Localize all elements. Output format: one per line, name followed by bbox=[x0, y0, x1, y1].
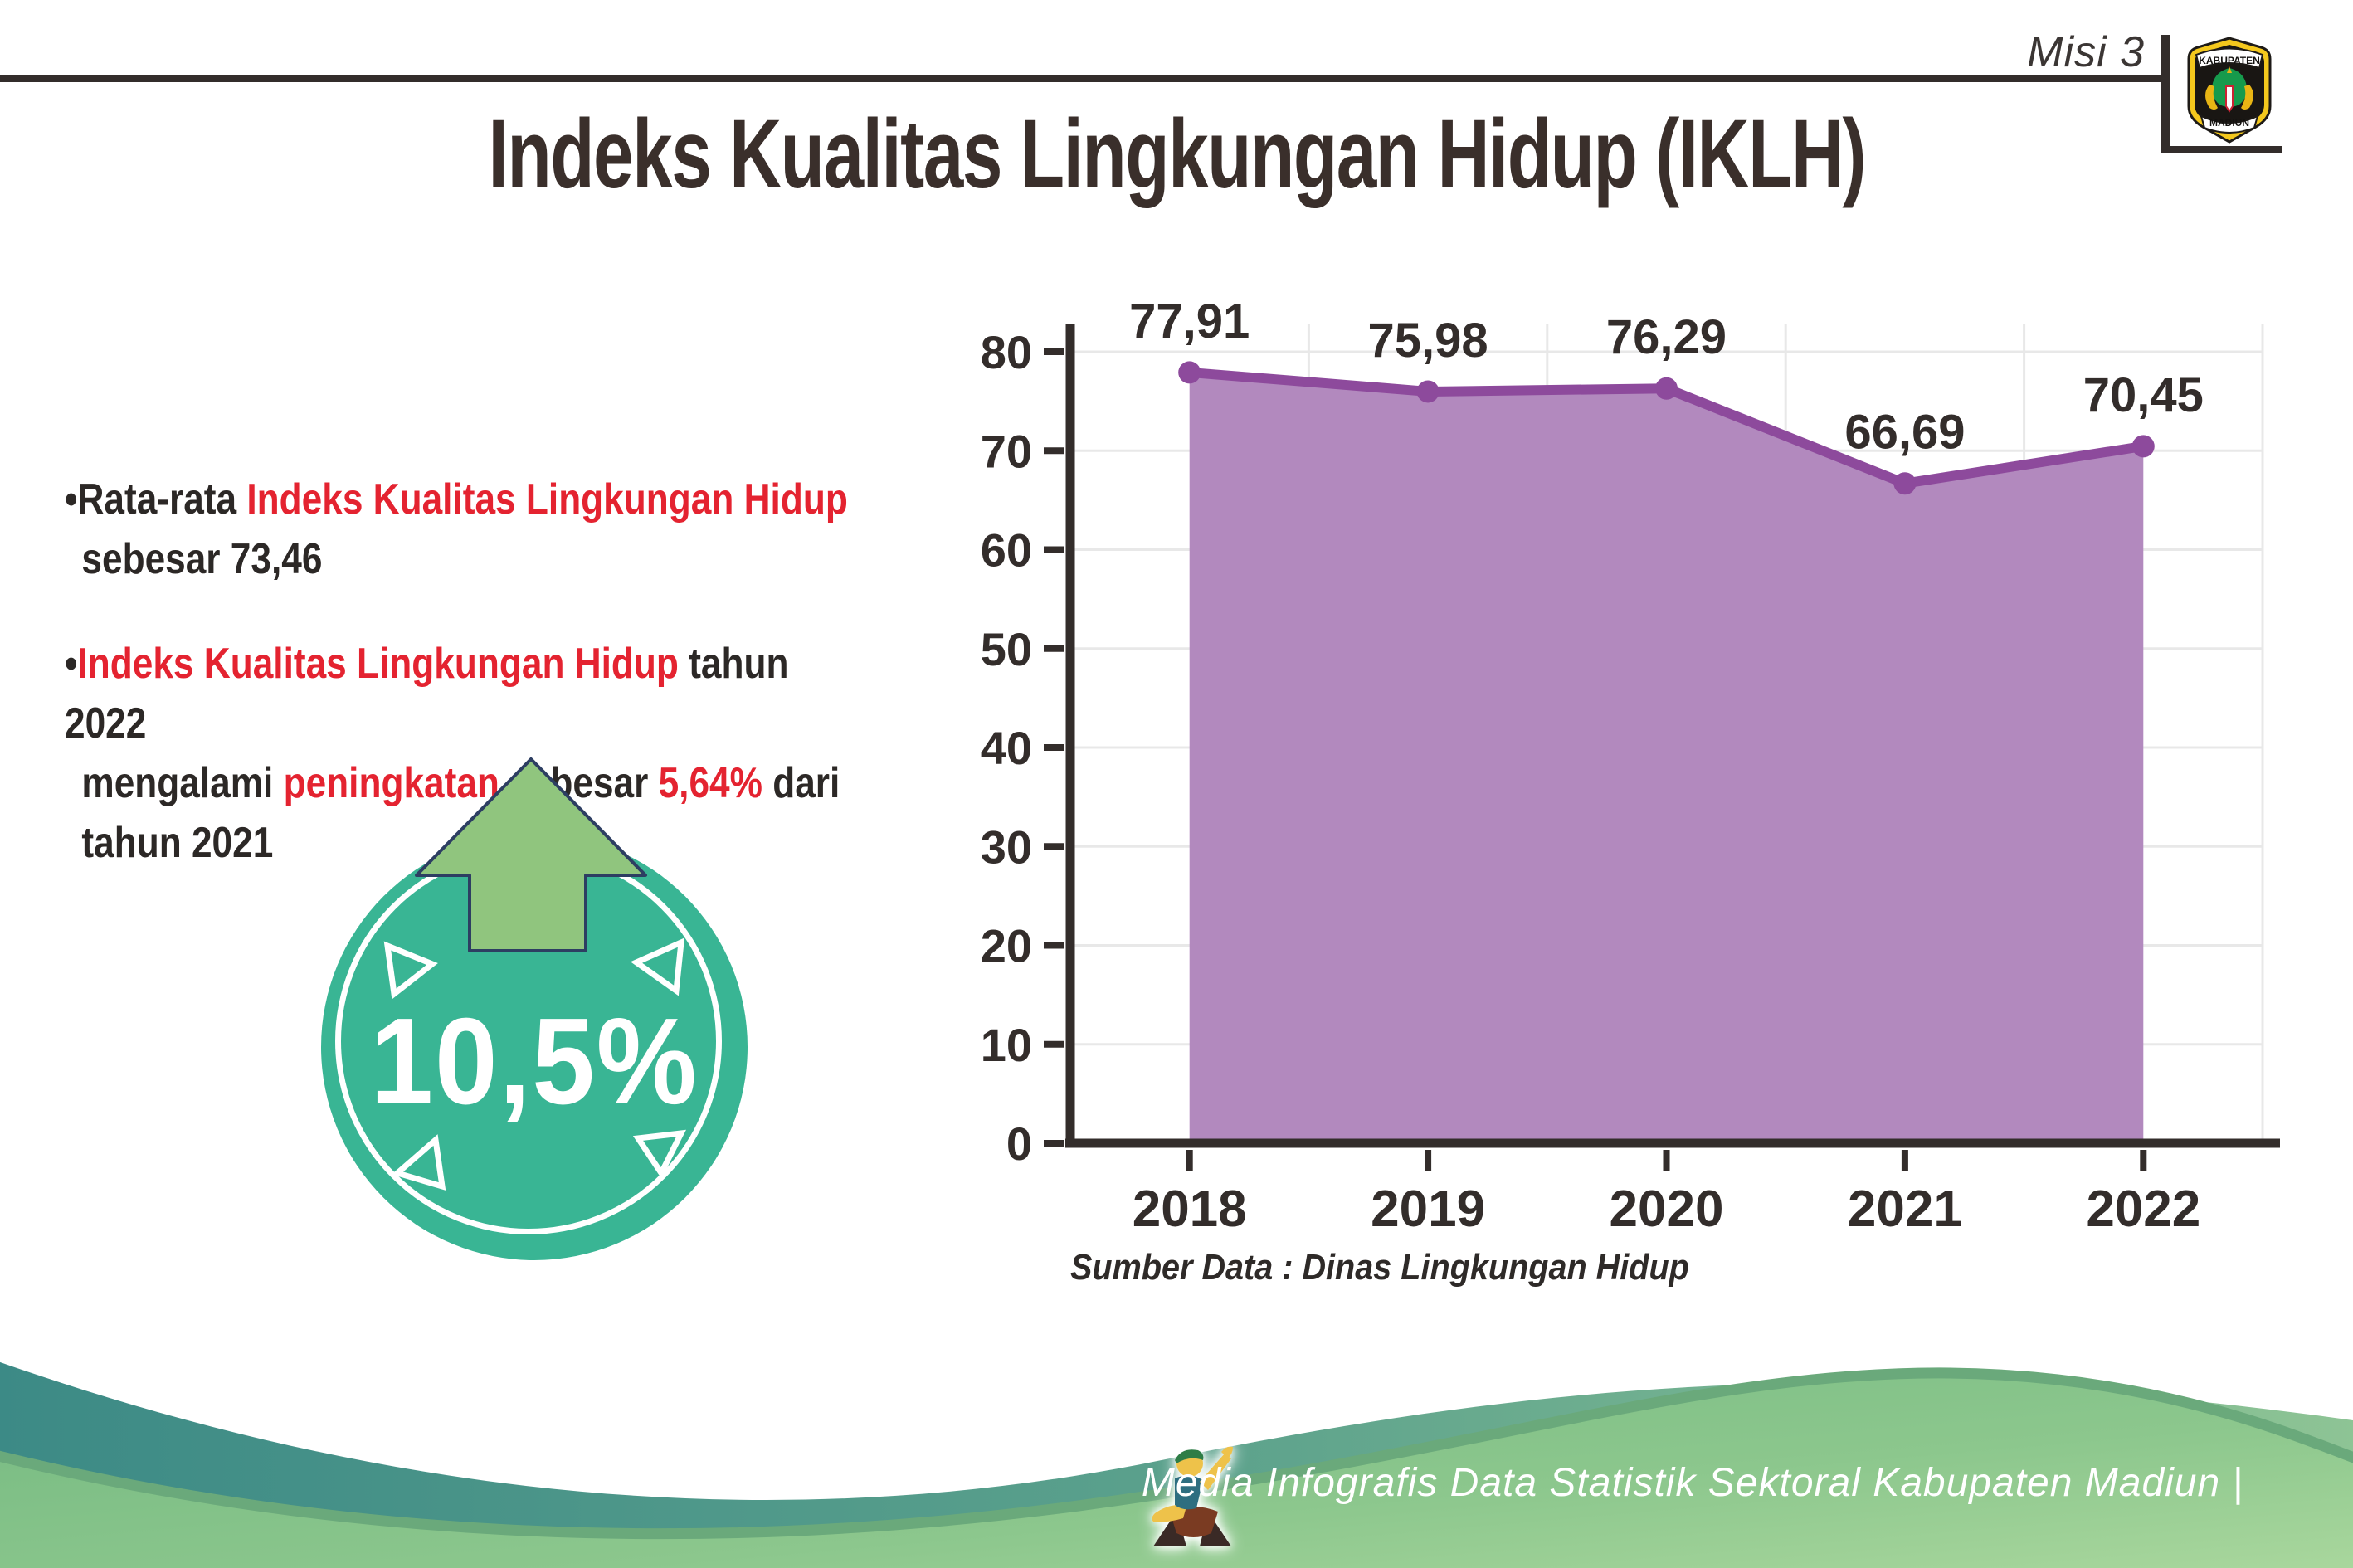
kabupaten-madiun-logo: KABUPATEN MADIUN bbox=[2185, 37, 2274, 144]
svg-text:2018: 2018 bbox=[1133, 1181, 1247, 1238]
svg-text:40: 40 bbox=[981, 722, 1032, 774]
svg-text:70: 70 bbox=[981, 425, 1032, 477]
badge-value: 10,5% bbox=[370, 993, 699, 1130]
badge-tick-icon bbox=[383, 941, 438, 1000]
bullet-line: tahun 2021 bbox=[81, 819, 274, 867]
svg-text:30: 30 bbox=[981, 821, 1032, 873]
crest-icon: KABUPATEN MADIUN bbox=[2187, 37, 2272, 144]
mascot-icon bbox=[1152, 1446, 1233, 1546]
header-corner-line bbox=[2161, 35, 2170, 153]
bullet-item-increase: •Indeks Kualitas Lingkungan Hidup tahun … bbox=[65, 634, 855, 873]
header-rule bbox=[0, 75, 2163, 82]
svg-text:66,69: 66,69 bbox=[1844, 406, 1965, 460]
footer-text: Media Infografis Data Statistik Sektoral… bbox=[1141, 1461, 2243, 1505]
svg-text:20: 20 bbox=[981, 920, 1032, 972]
svg-text:60: 60 bbox=[981, 524, 1032, 577]
svg-text:MADIUN: MADIUN bbox=[2209, 117, 2249, 129]
wave-front-hill bbox=[0, 1367, 2353, 1568]
header-corner-underline bbox=[2161, 146, 2282, 153]
bullet-list: •Rata-rata Indeks Kualitas Lingkungan Hi… bbox=[65, 470, 855, 918]
svg-text:2020: 2020 bbox=[1610, 1181, 1724, 1238]
badge-tick-icon bbox=[630, 937, 685, 996]
svg-text:0: 0 bbox=[1006, 1118, 1032, 1170]
bullet-line: •Indeks Kualitas Lingkungan Hidup tahun … bbox=[65, 640, 789, 747]
svg-text:2021: 2021 bbox=[1848, 1181, 1962, 1238]
svg-text:2022: 2022 bbox=[2086, 1181, 2200, 1238]
increase-badge: 10,5% bbox=[321, 747, 748, 1265]
iklh-chart: 0 10 20 30 40 50 60 70 80 2018 77,91 2019 75,98 2020 7… bbox=[981, 295, 2280, 1238]
source-note: Sumber Data : Dinas Lingkungan Hidup bbox=[1070, 1247, 1689, 1288]
badge-tick-icon bbox=[391, 1134, 446, 1191]
misi-label: Misi 3 bbox=[2027, 28, 2145, 76]
svg-text:70,45: 70,45 bbox=[2083, 368, 2204, 422]
svg-text:77,91: 77,91 bbox=[1129, 295, 1250, 348]
bullet-line: sebesar 73,46 bbox=[81, 535, 323, 583]
badge-tick-icon bbox=[632, 1129, 687, 1179]
svg-text:10: 10 bbox=[981, 1019, 1032, 1071]
page-title: Indeks Kualitas Lingkungan Hidup (IKLH) bbox=[488, 100, 1866, 209]
svg-text:50: 50 bbox=[981, 623, 1032, 675]
svg-text:75,98: 75,98 bbox=[1368, 314, 1488, 368]
svg-text:76,29: 76,29 bbox=[1606, 310, 1727, 364]
bullet-item-average: •Rata-rata Indeks Kualitas Lingkungan Hi… bbox=[65, 470, 855, 589]
bullet-line: •Rata-rata Indeks Kualitas Lingkungan Hi… bbox=[65, 475, 848, 523]
up-arrow-icon bbox=[415, 757, 647, 952]
svg-text:2019: 2019 bbox=[1371, 1181, 1485, 1238]
svg-text:KABUPATEN: KABUPATEN bbox=[2199, 55, 2260, 66]
bullet-line: mengalami peningkatan sebesar 5,64% dari bbox=[81, 759, 840, 807]
svg-text:80: 80 bbox=[981, 326, 1032, 378]
